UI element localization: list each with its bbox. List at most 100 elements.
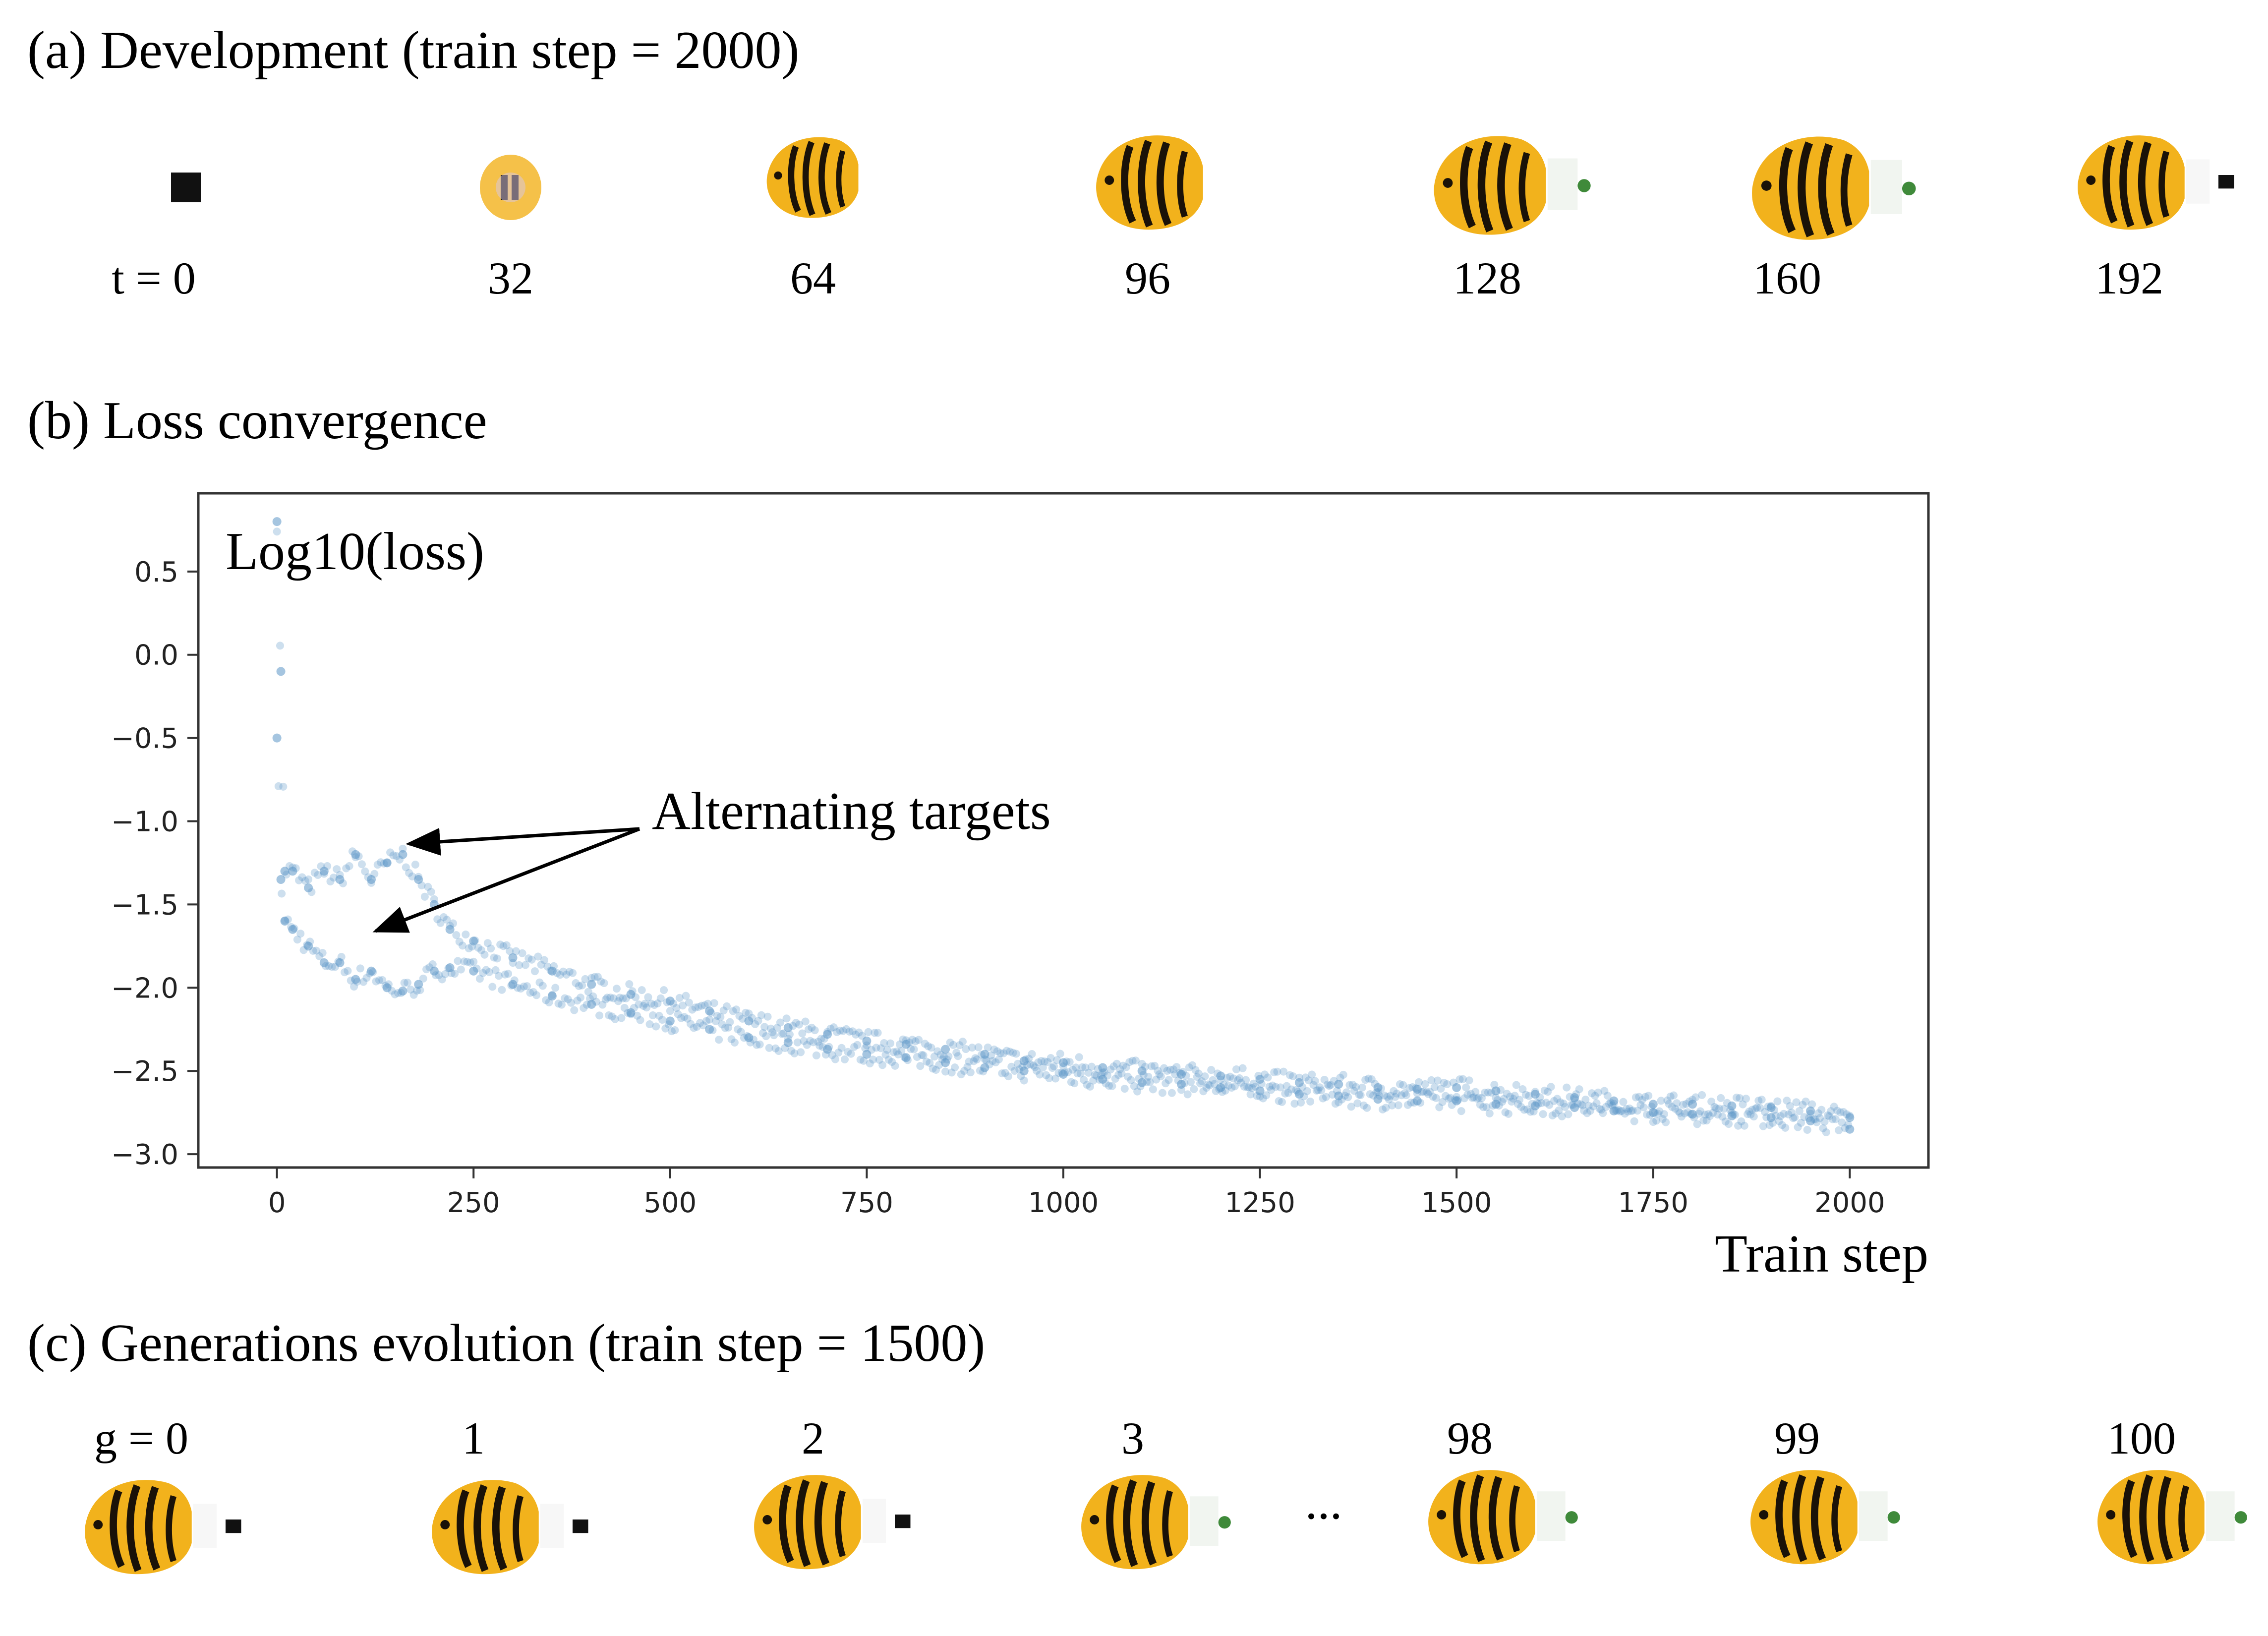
loss-point	[1405, 1084, 1413, 1092]
loss-point	[867, 1046, 875, 1054]
loss-point	[1780, 1110, 1788, 1118]
loss-point	[1531, 1088, 1539, 1096]
loss-point	[1635, 1093, 1643, 1101]
loss-point	[943, 1055, 951, 1064]
loss-point	[405, 869, 413, 877]
loss-point	[982, 1056, 990, 1064]
loss-point	[348, 847, 356, 856]
loss-point	[381, 982, 390, 990]
loss-point	[1149, 1085, 1157, 1094]
loss-point	[361, 867, 369, 876]
loss-point	[1489, 1102, 1497, 1110]
loss-point-22-0	[783, 1023, 793, 1032]
loss-point	[1736, 1094, 1744, 1102]
loss-point	[1500, 1095, 1508, 1103]
loss-point	[1691, 1093, 1700, 1102]
loss-point	[392, 852, 401, 860]
loss-point	[784, 1035, 792, 1043]
loss-point	[1402, 1091, 1410, 1100]
loss-point	[1206, 1081, 1214, 1090]
loss-point	[1673, 1099, 1681, 1108]
loss-point-47-0	[1766, 1103, 1776, 1112]
loss-point-37-0	[1373, 1083, 1383, 1092]
loss-point	[907, 1045, 915, 1053]
loss-point	[869, 1055, 877, 1064]
loss-point-32-0	[1176, 1069, 1186, 1079]
loss-point	[1222, 1074, 1231, 1082]
loss-point	[582, 1000, 591, 1009]
gen-label-5: 99	[1774, 1413, 1820, 1463]
gen-fish-6	[2082, 1458, 2259, 1575]
loss-point-47-1	[1766, 1113, 1776, 1122]
loss-point	[1040, 1057, 1048, 1066]
loss-point	[293, 935, 301, 944]
loss-point-4-0	[304, 883, 313, 892]
fish-icon	[480, 155, 541, 220]
loss-point	[743, 1032, 752, 1040]
loss-point	[979, 1067, 988, 1076]
loss-point	[1520, 1106, 1528, 1114]
loss-point	[548, 991, 556, 999]
loss-point	[1143, 1078, 1151, 1086]
loss-point	[496, 940, 505, 949]
loss-point	[309, 946, 317, 955]
loss-point	[1175, 1068, 1184, 1077]
loss-point	[951, 1063, 959, 1072]
loss-point	[1295, 1073, 1303, 1082]
loss-point	[1084, 1068, 1093, 1077]
loss-point-45-1	[1688, 1110, 1697, 1119]
loss-point	[732, 1005, 741, 1014]
loss-point	[586, 994, 594, 1003]
loss-point	[656, 994, 665, 1002]
loss-point	[397, 989, 406, 997]
loss-point	[1630, 1117, 1638, 1125]
loss-point	[1509, 1095, 1517, 1103]
loss-point-5-1	[319, 958, 329, 967]
loss-point	[345, 862, 353, 871]
loss-point	[1764, 1103, 1772, 1111]
loss-point-31-1	[1137, 1078, 1147, 1087]
loss-point	[557, 1000, 566, 1009]
loss-point	[694, 1002, 702, 1011]
loss-point	[1731, 1110, 1739, 1119]
loss-point	[644, 993, 652, 1001]
loss-point	[441, 970, 450, 978]
loss-point	[490, 953, 498, 962]
loss-point	[1804, 1114, 1813, 1122]
panel-c-title: (c) Generations evolution (train step = …	[27, 1314, 986, 1373]
loss-point	[839, 1027, 847, 1035]
loss-point	[960, 1067, 969, 1075]
loss-point-2-0	[280, 867, 290, 876]
loss-point-30-1	[1098, 1075, 1107, 1084]
loss-point	[1036, 1070, 1044, 1079]
loss-point	[966, 1068, 975, 1077]
loss-point	[820, 1035, 828, 1043]
loss-point	[757, 1011, 765, 1019]
fish-icon	[2078, 135, 2234, 230]
loss-point	[1430, 1083, 1439, 1091]
loss-point	[944, 1052, 953, 1060]
loss-point	[488, 983, 497, 991]
gen-label-0: g = 0	[94, 1413, 188, 1463]
loss-point-5-0	[319, 867, 329, 876]
loss-point-25-0	[901, 1040, 911, 1049]
loss-point	[1272, 1083, 1280, 1091]
loss-point	[823, 1028, 832, 1036]
loss-point	[447, 969, 456, 978]
loss-point	[1013, 1059, 1022, 1068]
fish-icon	[85, 1480, 241, 1575]
dev-label-1: 32	[488, 253, 533, 303]
panel-a-title: (a) Development (train step = 2000)	[27, 21, 800, 80]
loss-point	[328, 963, 336, 971]
loss-point	[564, 995, 572, 1003]
loss-point	[797, 1048, 805, 1056]
loss-point	[674, 1010, 682, 1018]
loss-point	[1493, 1096, 1502, 1104]
loss-point	[1608, 1101, 1617, 1110]
loss-point	[711, 1017, 720, 1025]
loss-point	[1776, 1112, 1785, 1120]
loss-point-1-0	[276, 667, 286, 676]
loss-point	[1718, 1112, 1727, 1121]
loss-point	[1379, 1105, 1387, 1113]
